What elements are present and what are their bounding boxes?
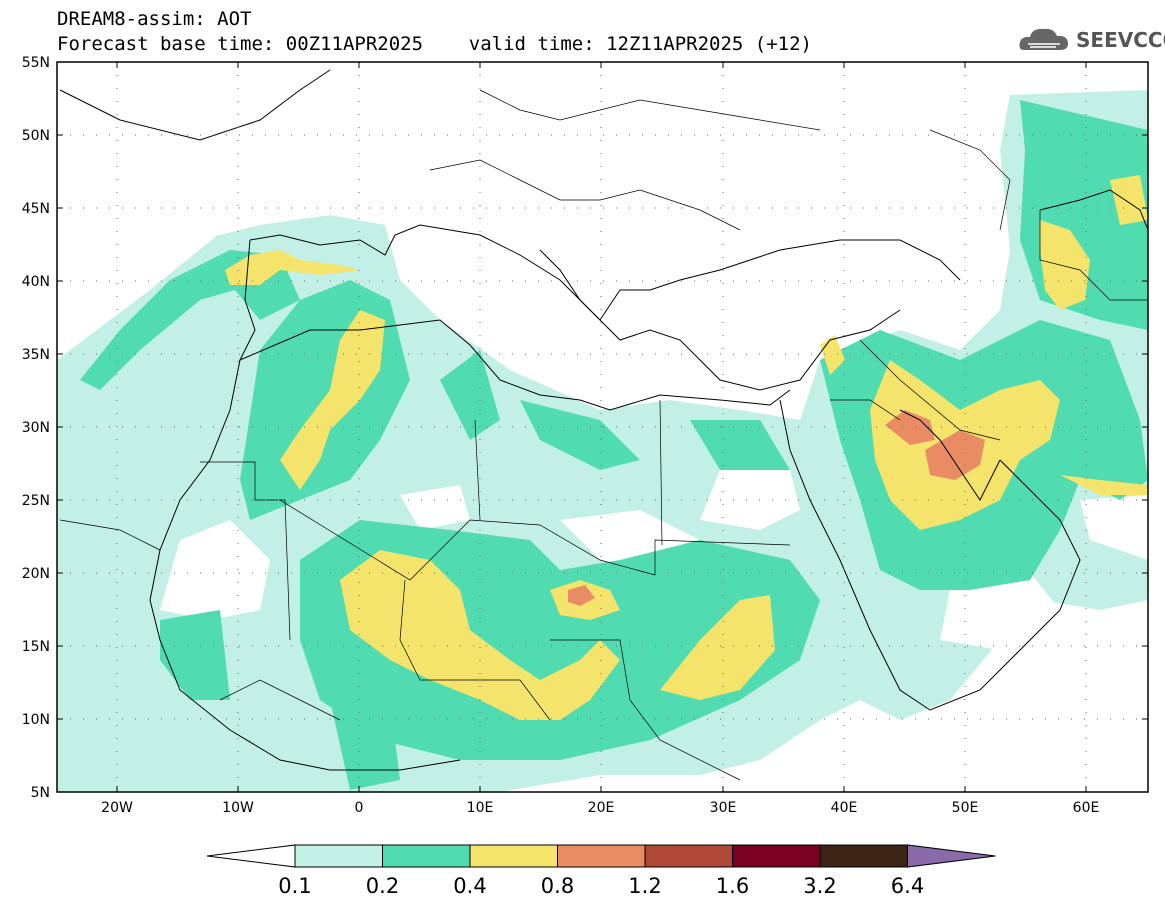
lat-label: 15N [22, 639, 50, 655]
lat-label: 25N [22, 493, 50, 509]
colorbar-swatch [732, 844, 821, 868]
lat-label: 40N [22, 274, 50, 290]
colorbar: 0.1 0.2 0.4 0.8 1.2 1.6 3.2 6.4 [206, 844, 996, 898]
lon-label: 30E [710, 800, 737, 816]
lon-label: 60E [1073, 800, 1100, 816]
lat-label: 10N [22, 712, 50, 728]
colorbar-swatch [294, 844, 383, 868]
colorbar-level-label: 3.2 [803, 874, 836, 898]
colorbar-swatch [644, 844, 733, 868]
lat-label: 30N [22, 420, 50, 436]
colorbar-above-max [907, 844, 996, 868]
lat-label: 20N [22, 566, 50, 582]
colorbar-level-label: 0.1 [278, 874, 311, 898]
lon-label: 40E [831, 800, 858, 816]
lon-label: 50E [952, 800, 979, 816]
chart-title: DREAM8-assim: AOT [57, 8, 252, 30]
colorbar-level-label: 1.2 [628, 874, 661, 898]
lon-label: 20E [588, 800, 615, 816]
lon-label: 20W [101, 800, 133, 816]
cloud-icon [1019, 28, 1068, 50]
country-borders [59, 89, 1148, 781]
longitude-labels: 20W 10W 0 10E 20E 30E 40E 50E 60E [101, 800, 1099, 816]
lat-label: 55N [22, 55, 50, 71]
lon-label: 10W [222, 800, 254, 816]
map-grid [57, 62, 1148, 792]
colorbar-swatch [382, 844, 471, 868]
forecast-time-line: Forecast base time: 00Z11APR2025 valid t… [57, 33, 812, 55]
axis-ticks [57, 61, 1148, 793]
aot-field [57, 62, 1148, 792]
lon-label: 10E [467, 800, 494, 816]
lon-label: 0 [355, 800, 364, 816]
colorbar-swatch [469, 844, 558, 868]
lat-label: 5N [31, 785, 50, 801]
seevccc-logo: SEEVCCC [1016, 22, 1165, 58]
coastlines [59, 69, 1148, 771]
lat-label: 35N [22, 347, 50, 363]
colorbar-level-label: 1.6 [716, 874, 749, 898]
latitude-labels: 55N 50N 45N 40N 35N 30N 25N 20N 15N 10N … [22, 55, 50, 801]
lat-label: 50N [22, 128, 50, 144]
colorbar-below-min [206, 844, 296, 868]
logo-text: SEEVCCC [1076, 28, 1165, 52]
colorbar-level-label: 0.2 [366, 874, 399, 898]
colorbar-level-label: 0.4 [453, 874, 486, 898]
lat-label: 45N [22, 201, 50, 217]
colorbar-level-label: 0.8 [541, 874, 574, 898]
colorbar-swatch [557, 844, 646, 868]
colorbar-level-label: 6.4 [891, 874, 924, 898]
colorbar-swatch [819, 844, 908, 868]
